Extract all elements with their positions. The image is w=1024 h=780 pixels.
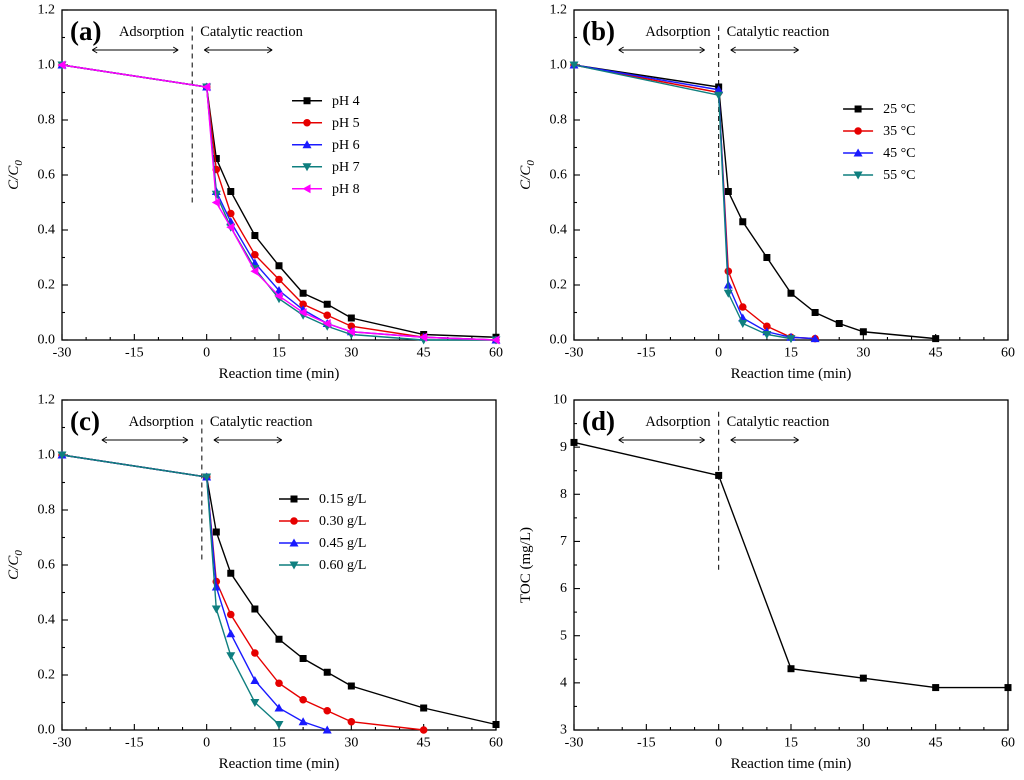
chart-canvas-a (0, 0, 512, 390)
chart-canvas-d (512, 390, 1024, 780)
panel-a (0, 0, 512, 390)
chart-canvas-b (512, 0, 1024, 390)
panel-c (0, 390, 512, 780)
panel-b (512, 0, 1024, 390)
chart-canvas-c (0, 390, 512, 780)
panel-d (512, 390, 1024, 780)
